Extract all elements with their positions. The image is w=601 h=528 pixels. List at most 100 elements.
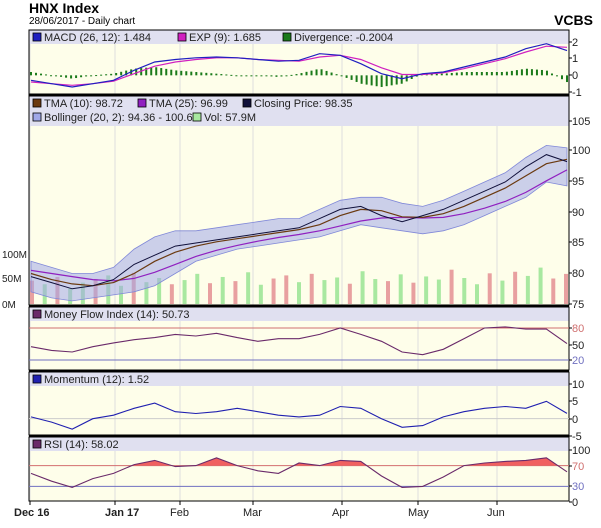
volume-bar bbox=[169, 284, 174, 304]
divergence-bar bbox=[210, 73, 213, 76]
volume-bar bbox=[195, 273, 200, 304]
divergence-bar bbox=[345, 75, 348, 78]
legend-label: Momentum (12): 1.52 bbox=[44, 374, 149, 386]
volume-bar bbox=[373, 279, 378, 304]
divergence-bar bbox=[310, 70, 313, 76]
divergence-bar bbox=[490, 72, 493, 76]
volume-bar bbox=[462, 278, 467, 304]
price-y-tick: 85 bbox=[572, 237, 584, 249]
divergence-bar bbox=[525, 68, 528, 76]
tma10-line bbox=[30, 158, 568, 287]
divergence-bar bbox=[165, 68, 168, 76]
divergence-bar bbox=[80, 75, 83, 78]
divergence-bar bbox=[175, 70, 178, 76]
divergence-bar bbox=[225, 74, 228, 76]
divergence-bar bbox=[70, 75, 73, 79]
price-y-tick: 105 bbox=[572, 116, 590, 128]
divergence-bar bbox=[390, 75, 393, 86]
momentum-y-tick: 10 bbox=[572, 379, 584, 391]
divergence-bar bbox=[205, 72, 208, 76]
volume-bar bbox=[513, 271, 518, 304]
legend-label: EXP (9): 1.685 bbox=[189, 32, 261, 44]
volume-bar bbox=[525, 275, 530, 304]
divergence-bar bbox=[185, 71, 188, 76]
macd-y-tick: 2 bbox=[572, 37, 578, 49]
momentum-y-tick: 5 bbox=[572, 396, 578, 408]
legend-label: Vol: 57.9M bbox=[204, 112, 256, 124]
divergence-bar bbox=[555, 75, 558, 77]
volume-bar bbox=[424, 276, 429, 304]
rsi-legend-band bbox=[29, 437, 569, 451]
momentum-line bbox=[30, 400, 568, 430]
price-y-tick: 90 bbox=[572, 207, 584, 219]
brand-label: VCBS bbox=[554, 12, 593, 28]
divergence-bar bbox=[445, 73, 448, 76]
macd-y-tick: 1 bbox=[572, 53, 578, 65]
divergence-bar bbox=[460, 72, 463, 76]
divergence-bar bbox=[325, 70, 328, 76]
legend-label: Closing Price: 98.35 bbox=[254, 98, 352, 110]
mfi-line bbox=[30, 326, 568, 356]
divergence-bar bbox=[500, 72, 503, 76]
volume-bar bbox=[335, 277, 340, 304]
legend-swatch bbox=[282, 32, 292, 42]
legend-label: MACD (26, 12): 1.484 bbox=[44, 32, 151, 44]
divergence-bar bbox=[355, 75, 358, 82]
volume-bar bbox=[220, 276, 225, 304]
divergence-bar bbox=[295, 74, 298, 76]
volume-bar bbox=[411, 282, 416, 304]
divergence-bar bbox=[85, 75, 88, 77]
legend-label: TMA (10): 98.72 bbox=[44, 98, 123, 110]
x-tick-label: Mar bbox=[243, 507, 262, 519]
divergence-bar bbox=[45, 74, 48, 76]
volume-bar bbox=[258, 284, 263, 304]
macd-legend-band bbox=[29, 30, 569, 44]
divergence-bar bbox=[335, 74, 338, 76]
divergence-bar bbox=[115, 73, 118, 76]
legend-swatch bbox=[32, 374, 42, 384]
divergence-bar bbox=[440, 73, 443, 76]
divergence-bar bbox=[40, 73, 43, 76]
divergence-bar bbox=[215, 73, 218, 76]
divergence-bar bbox=[430, 73, 433, 76]
divergence-bar bbox=[340, 75, 343, 77]
divergence-bar bbox=[566, 75, 568, 83]
divergence-bar bbox=[480, 72, 483, 76]
volume-bar bbox=[436, 279, 441, 304]
rsi-y-tick: 70 bbox=[572, 461, 584, 473]
volume-y-tick: 50M bbox=[2, 274, 21, 285]
legend-swatch bbox=[32, 439, 42, 449]
legend-swatch bbox=[177, 32, 187, 42]
divergence-bar bbox=[265, 75, 268, 77]
volume-bar bbox=[233, 281, 238, 304]
divergence-bar bbox=[475, 72, 478, 76]
divergence-bar bbox=[250, 75, 253, 77]
divergence-bar bbox=[315, 69, 318, 76]
divergence-bar bbox=[255, 75, 258, 77]
legend-label: TMA (25): 96.99 bbox=[149, 98, 228, 110]
legend-swatch bbox=[192, 112, 202, 122]
volume-bar bbox=[322, 280, 327, 304]
divergence-bar bbox=[495, 72, 498, 76]
divergence-bar bbox=[270, 75, 273, 77]
divergence-bar bbox=[385, 75, 388, 87]
divergence-bar bbox=[285, 75, 288, 77]
divergence-bar bbox=[405, 75, 408, 82]
divergence-bar bbox=[190, 71, 193, 76]
mfi-legend-band bbox=[29, 307, 569, 321]
volume-bar bbox=[144, 282, 149, 304]
volume-bar bbox=[551, 278, 556, 304]
x-tick-label: Feb bbox=[170, 507, 189, 519]
volume-bar bbox=[500, 280, 505, 304]
momentum-y-tick: 0 bbox=[572, 414, 578, 426]
volume-bar bbox=[475, 284, 479, 304]
price-y-tick: 100 bbox=[572, 145, 590, 157]
divergence-bar bbox=[520, 69, 523, 76]
divergence-bar bbox=[100, 74, 103, 76]
divergence-bar bbox=[160, 68, 163, 76]
volume-y-tick: 0M bbox=[2, 300, 16, 311]
divergence-bar bbox=[375, 75, 378, 87]
divergence-bar bbox=[195, 72, 198, 76]
divergence-bar bbox=[125, 70, 128, 76]
chart-title: HNX Index bbox=[29, 0, 100, 16]
